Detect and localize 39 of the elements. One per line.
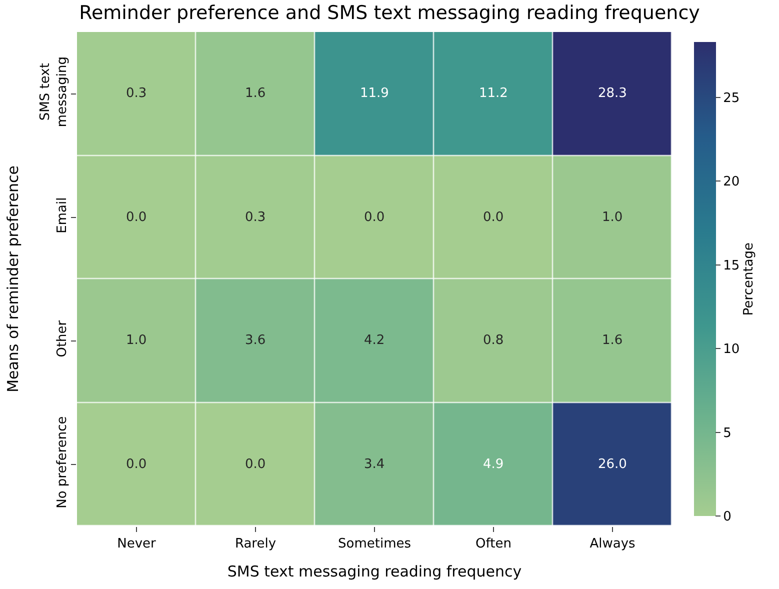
x-axis-title: SMS text messaging reading frequency [227, 562, 522, 581]
color-bar-title: Percentage [742, 242, 757, 316]
data-label: 4.9 [483, 457, 504, 472]
color-bar-label: 5 [723, 426, 732, 441]
data-label: 4.2 [364, 333, 385, 348]
x-tick-label: Always [590, 536, 636, 552]
x-tick-label: Never [117, 536, 157, 552]
data-label: 0.0 [483, 210, 504, 225]
data-label: 0.0 [126, 210, 147, 225]
color-bar-label: 0 [723, 510, 732, 525]
data-label: 28.3 [598, 86, 627, 101]
data-label: 1.6 [245, 86, 266, 101]
y-axis-title: Means of reminder preference [4, 166, 22, 392]
data-label: 1.0 [126, 333, 147, 348]
chart-title: Reminder preference and SMS text messaging reading frequency [79, 2, 700, 24]
data-label: 0.0 [364, 210, 385, 225]
data-label: 0.0 [126, 457, 147, 472]
y-tick-label: Email [54, 197, 70, 234]
x-tick-label: Often [476, 536, 512, 552]
color-bar-label: 15 [723, 258, 740, 274]
data-label: 0.8 [483, 333, 504, 348]
y-tick-label: No preference [54, 416, 70, 508]
data-label: 11.9 [360, 86, 389, 101]
data-label: 1.0 [602, 210, 623, 225]
color-bar-label: 25 [723, 90, 740, 106]
color-bar-label: 10 [723, 342, 740, 358]
data-label: 11.2 [479, 86, 508, 101]
data-label: 1.6 [602, 333, 623, 348]
x-tick-label: Rarely [234, 536, 276, 552]
data-label: 0.3 [245, 210, 266, 225]
x-tick-label: Sometimes [338, 536, 412, 552]
y-tick-label: SMS text messaging [38, 56, 70, 128]
data-label: 3.6 [245, 333, 266, 348]
y-tick-label: Other [54, 320, 70, 358]
color-bar-label: 20 [723, 174, 740, 190]
data-label: 26.0 [598, 457, 627, 472]
data-label: 0.3 [126, 86, 147, 101]
data-label: 3.4 [364, 457, 385, 472]
data-label: 0.0 [245, 457, 266, 472]
